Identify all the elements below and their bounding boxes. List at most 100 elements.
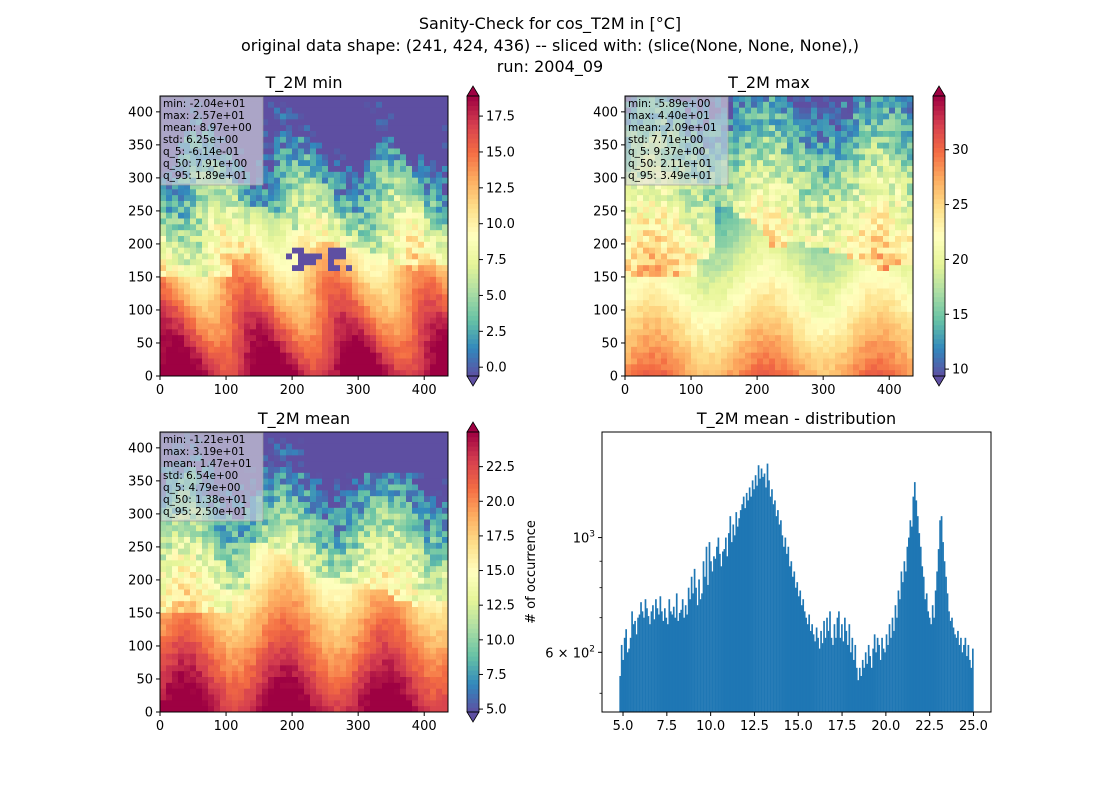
heatmap-cell: [184, 370, 191, 377]
heatmap-cell: [907, 247, 914, 254]
heatmap-cell: [793, 171, 800, 179]
heatmap-cell: [232, 294, 239, 301]
heatmap-cell: [751, 311, 758, 319]
heatmap-cell: [304, 183, 311, 190]
heatmap-cell: [871, 288, 878, 295]
heatmap-cell: [190, 206, 197, 214]
heatmap-cell: [262, 113, 269, 120]
heatmap-cell: [370, 160, 377, 167]
heatmap-cell: [442, 119, 449, 126]
heatmap-cell: [679, 300, 686, 307]
heatmap-cell: [268, 201, 275, 208]
heatmap-cell: [877, 271, 884, 278]
colorbar-segment: [933, 133, 945, 139]
heatmap-cell: [889, 265, 896, 272]
heatmap-cell: [667, 259, 674, 266]
figure-title-line-1: Sanity-Check for cos_T2M in [°C]: [419, 14, 681, 34]
heatmap-cell: [649, 206, 656, 214]
heatmap-cell: [763, 335, 770, 342]
heatmap-cell: [757, 212, 764, 219]
heatmap-cell: [835, 218, 842, 225]
heatmap-cell: [865, 230, 872, 237]
heatmap-cell: [637, 218, 644, 225]
heatmap-cell: [661, 189, 668, 196]
heatmap-cell: [745, 311, 752, 319]
heatmap-cell: [859, 253, 866, 260]
heatmap-cell: [340, 276, 347, 284]
heatmap-cell: [841, 282, 848, 289]
heatmap-cell: [352, 230, 359, 237]
heatmap-cell: [805, 346, 812, 354]
heatmap-cell: [907, 306, 914, 313]
heatmap-cell: [763, 241, 770, 249]
heatmap-cell: [883, 101, 890, 109]
heatmap-cell: [286, 218, 293, 225]
heatmap-cell: [691, 189, 698, 196]
heatmap-cell: [382, 306, 389, 313]
heatmap-cell: [781, 218, 788, 225]
heatmap-cell: [346, 177, 353, 184]
heatmap-cell: [769, 241, 776, 249]
heatmap-cell: [268, 160, 275, 167]
heatmap-cell: [268, 183, 275, 190]
heatmap-cell: [166, 706, 173, 713]
heatmap-cell: [436, 183, 443, 190]
heatmap-cell: [184, 294, 191, 301]
heatmap-cell: [412, 265, 419, 272]
heatmap-cell: [184, 236, 191, 243]
heatmap-cell: [364, 364, 371, 371]
heatmap-cell: [721, 189, 728, 196]
heatmap-cell: [166, 329, 173, 336]
heatmap-cell: [418, 136, 425, 144]
heatmap-cell: [667, 311, 674, 319]
heatmap-cell: [673, 288, 680, 295]
heatmap-cell: [298, 166, 305, 173]
heatmap-cell: [232, 300, 239, 307]
heatmap-cell: [358, 230, 365, 237]
heatmap-cell: [268, 195, 275, 202]
heatmap-cell: [793, 259, 800, 266]
heatmap-cell: [733, 247, 740, 254]
heatmap-cell: [799, 107, 806, 114]
heatmap-cell: [310, 253, 317, 260]
heatmap-cell: [877, 288, 884, 295]
heatmap-cell: [172, 335, 179, 342]
heatmap-cell: [739, 335, 746, 342]
heatmap-cell: [883, 113, 890, 120]
heatmap-cell: [901, 212, 908, 219]
heatmap-cell: [655, 329, 662, 336]
heatmap-cell: [859, 148, 866, 155]
heatmap-cell: [661, 218, 668, 225]
heatmap-cell: [340, 206, 347, 214]
heatmap-cell: [799, 358, 806, 365]
heatmap-cell: [244, 276, 251, 284]
heatmap-cell: [859, 335, 866, 342]
heatmap-cell: [709, 271, 716, 278]
heatmap-cell: [382, 247, 389, 254]
heatmap-cell: [280, 136, 287, 144]
heatmap-cell: [358, 329, 365, 336]
heatmap-cell: [715, 317, 722, 324]
heatmap-cell: [340, 107, 347, 114]
heatmap-cell: [196, 236, 203, 243]
heatmap-cell: [196, 189, 203, 196]
heatmap-cell: [787, 119, 794, 126]
heatmap-cell: [232, 230, 239, 237]
heatmap-cell: [883, 346, 890, 354]
heatmap-cell: [250, 265, 257, 272]
heatmap-cell: [316, 212, 323, 219]
colorbar-tick-label: 10: [952, 363, 969, 378]
heatmap-cell: [745, 370, 752, 377]
heatmap-cell: [871, 160, 878, 167]
heatmap-cell: [220, 247, 227, 254]
heatmap-cell: [328, 358, 335, 365]
heatmap-cell: [733, 352, 740, 359]
heatmap-cell: [829, 282, 836, 289]
heatmap-cell: [877, 346, 884, 354]
heatmap-cell: [172, 323, 179, 330]
heatmap-cell: [661, 341, 668, 348]
heatmap-cell: [262, 212, 269, 219]
heatmap-cell: [769, 101, 776, 109]
heatmap-cell: [667, 253, 674, 260]
heatmap-cell: [715, 259, 722, 266]
